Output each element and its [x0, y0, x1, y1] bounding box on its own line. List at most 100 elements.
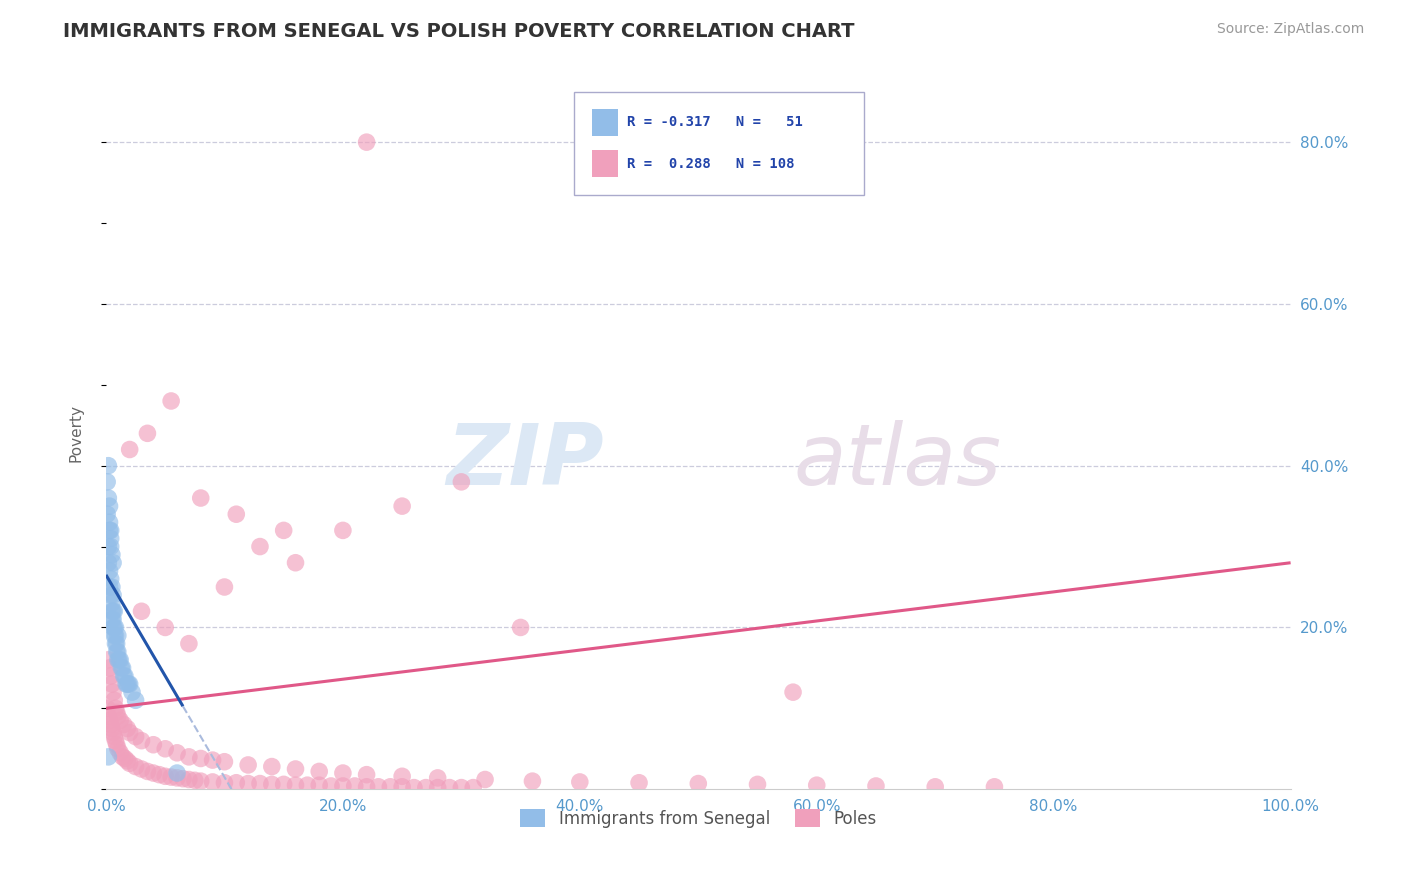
Point	[118, 725, 141, 739]
Text: Source: ZipAtlas.com: Source: ZipAtlas.com	[1216, 22, 1364, 37]
Point	[104, 637, 127, 651]
Point	[104, 620, 127, 634]
Point	[117, 677, 139, 691]
Point	[131, 762, 153, 776]
Point	[101, 596, 124, 610]
Point	[124, 759, 146, 773]
Point	[103, 604, 125, 618]
Point	[273, 777, 295, 791]
Point	[148, 767, 170, 781]
Point	[101, 612, 124, 626]
Point	[103, 628, 125, 642]
Point	[415, 780, 437, 795]
Point	[177, 772, 200, 787]
Point	[101, 548, 124, 562]
Point	[391, 769, 413, 783]
Point	[214, 580, 236, 594]
Point	[177, 637, 200, 651]
Point	[166, 771, 188, 785]
Point	[124, 693, 146, 707]
Point	[100, 588, 122, 602]
Point	[628, 776, 651, 790]
Point	[118, 442, 141, 457]
Point	[391, 780, 413, 794]
Point	[101, 604, 124, 618]
Point	[98, 661, 121, 675]
Point	[100, 524, 122, 538]
Point	[225, 507, 247, 521]
Point	[450, 475, 472, 489]
Point	[101, 556, 124, 570]
Point	[190, 774, 212, 789]
Point	[111, 661, 134, 675]
Point	[97, 653, 120, 667]
Point	[522, 774, 544, 789]
Point	[104, 733, 127, 747]
Point	[201, 775, 224, 789]
Point	[97, 750, 120, 764]
Point	[114, 751, 136, 765]
Point	[117, 722, 139, 736]
Point	[332, 524, 354, 538]
Point	[688, 776, 710, 790]
Point	[297, 778, 319, 792]
Point	[100, 540, 122, 554]
Point	[177, 750, 200, 764]
Point	[308, 764, 330, 779]
Point	[367, 780, 389, 794]
Point	[356, 135, 378, 149]
Point	[97, 556, 120, 570]
Point	[100, 669, 122, 683]
Point	[214, 776, 236, 790]
Point	[225, 776, 247, 790]
Point	[155, 741, 177, 756]
Legend: Immigrants from Senegal, Poles: Immigrants from Senegal, Poles	[513, 803, 883, 834]
Text: IMMIGRANTS FROM SENEGAL VS POLISH POVERTY CORRELATION CHART: IMMIGRANTS FROM SENEGAL VS POLISH POVERT…	[63, 22, 855, 41]
Point	[114, 669, 136, 683]
Point	[284, 778, 307, 792]
Point	[450, 780, 472, 795]
Point	[100, 532, 122, 546]
Point	[97, 458, 120, 473]
Point	[273, 524, 295, 538]
Point	[98, 516, 121, 530]
Point	[101, 722, 124, 736]
Point	[112, 717, 135, 731]
Point	[118, 677, 141, 691]
Point	[108, 714, 131, 728]
Point	[104, 628, 127, 642]
Point	[865, 779, 887, 793]
Point	[284, 556, 307, 570]
Point	[98, 499, 121, 513]
Bar	[592, 150, 617, 178]
Point	[108, 653, 131, 667]
Point	[782, 685, 804, 699]
Point	[332, 766, 354, 780]
Point	[166, 766, 188, 780]
Point	[332, 779, 354, 793]
Point	[924, 780, 946, 794]
Point	[249, 540, 271, 554]
Point	[155, 769, 177, 783]
Point	[101, 580, 124, 594]
Point	[142, 766, 165, 780]
Point	[155, 620, 177, 634]
Point	[201, 753, 224, 767]
Point	[101, 588, 124, 602]
Point	[104, 701, 127, 715]
Point	[380, 780, 402, 794]
Point	[112, 669, 135, 683]
Text: ZIP: ZIP	[446, 420, 603, 503]
Point	[107, 653, 129, 667]
Point	[105, 706, 128, 720]
Point	[284, 762, 307, 776]
Point	[107, 709, 129, 723]
Point	[105, 738, 128, 752]
Point	[319, 779, 342, 793]
Point	[131, 604, 153, 618]
Point	[983, 780, 1005, 794]
Point	[107, 741, 129, 756]
Point	[107, 628, 129, 642]
Point	[474, 772, 496, 787]
Point	[100, 572, 122, 586]
